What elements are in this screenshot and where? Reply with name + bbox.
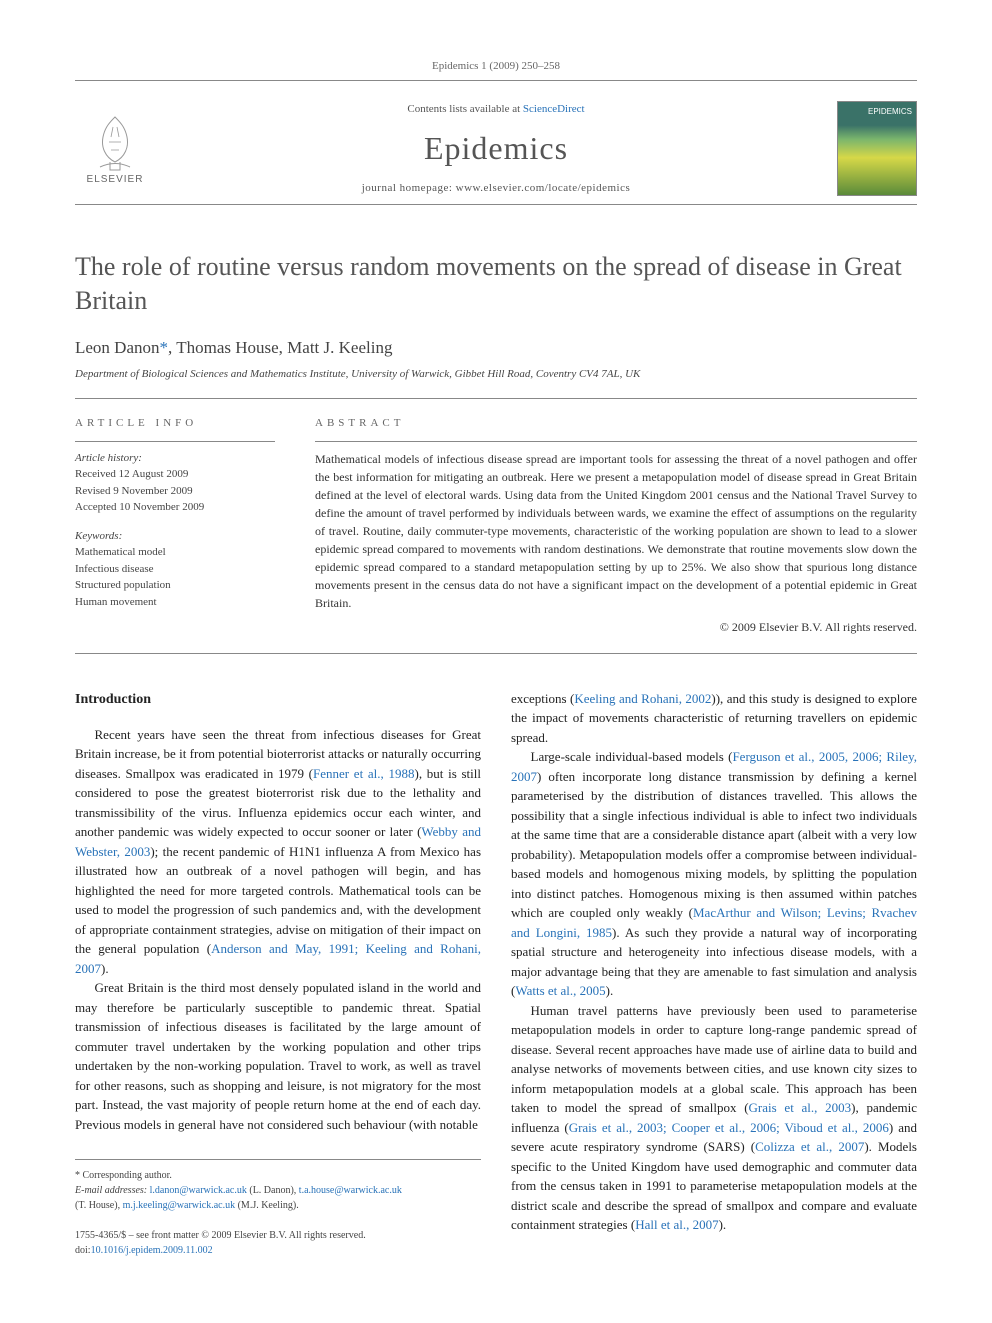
citation-link[interactable]: Fenner et al., 1988 — [313, 766, 415, 781]
contents-line: Contents lists available at ScienceDirec… — [155, 103, 837, 115]
keyword: Human movement — [75, 596, 157, 608]
body-paragraph: Large-scale individual-based models (Fer… — [511, 747, 917, 1001]
journal-homepage: journal homepage: www.elsevier.com/locat… — [155, 182, 837, 194]
text-run: Large-scale individual-based models ( — [531, 749, 733, 764]
affiliation: Department of Biological Sciences and Ma… — [75, 368, 917, 380]
sciencedirect-link[interactable]: ScienceDirect — [523, 103, 585, 115]
journal-name: Epidemics — [155, 130, 837, 167]
publisher-logo: ELSEVIER — [75, 106, 155, 191]
citation-link[interactable]: Keeling and Rohani, 2002 — [574, 691, 711, 706]
after-abstract-rule — [75, 653, 917, 654]
email-line: E-mail addresses: l.danon@warwick.ac.uk … — [75, 1183, 481, 1213]
abstract-rule — [315, 441, 917, 442]
text-run: ) often incorporate long distance transm… — [511, 769, 917, 921]
revised-date: Revised 9 November 2009 — [75, 485, 193, 497]
keyword: Mathematical model — [75, 546, 166, 558]
text-run: (T. House), — [75, 1200, 123, 1211]
body-paragraph: Human travel patterns have previously be… — [511, 1001, 917, 1235]
abstract-column: abstract Mathematical models of infectio… — [315, 417, 917, 635]
keywords-block: Keywords: Mathematical model Infectious … — [75, 528, 275, 611]
article-title: The role of routine versus random moveme… — [75, 250, 917, 318]
contents-prefix: Contents lists available at — [407, 103, 522, 115]
issn-line: 1755-4365/$ – see front matter © 2009 El… — [75, 1228, 481, 1243]
email-link[interactable]: m.j.keeling@warwick.ac.uk — [123, 1200, 236, 1211]
authors-rest: , Thomas House, Matt J. Keeling — [168, 338, 392, 357]
body-paragraph: Recent years have seen the threat from i… — [75, 725, 481, 979]
article-info-label: article info — [75, 417, 275, 429]
email-link[interactable]: t.a.house@warwick.ac.uk — [299, 1185, 402, 1196]
citation-link[interactable]: Hall et al., 2007 — [635, 1217, 718, 1232]
text-run: ). — [606, 983, 614, 998]
keyword: Structured population — [75, 579, 171, 591]
doi-line: doi:10.1016/j.epidem.2009.11.002 — [75, 1243, 481, 1258]
citation-link[interactable]: Colizza et al., 2007 — [755, 1139, 864, 1154]
email-link[interactable]: l.danon@warwick.ac.uk — [150, 1185, 247, 1196]
received-date: Received 12 August 2009 — [75, 468, 188, 480]
corresponding-note: * Corresponding author. — [75, 1168, 481, 1183]
accepted-date: Accepted 10 November 2009 — [75, 501, 204, 513]
abstract-copyright: © 2009 Elsevier B.V. All rights reserved… — [315, 620, 917, 635]
info-abstract-row: article info Article history: Received 1… — [75, 417, 917, 635]
text-run: ); the recent pandemic of H1N1 influenza… — [75, 844, 481, 957]
mid-rule — [75, 398, 917, 399]
text-run: Human travel patterns have previously be… — [511, 1003, 917, 1116]
body-columns: Introduction Recent years have seen the … — [75, 689, 917, 1259]
text-run: exceptions ( — [511, 691, 574, 706]
author-list: Leon Danon*, Thomas House, Matt J. Keeli… — [75, 338, 917, 358]
citation-link[interactable]: Grais et al., 2003; Cooper et al., 2006;… — [569, 1120, 889, 1135]
body-column-right: exceptions (Keeling and Rohani, 2002)), … — [511, 689, 917, 1259]
abstract-label: abstract — [315, 417, 917, 429]
abstract-text: Mathematical models of infectious diseas… — [315, 450, 917, 612]
top-rule — [75, 80, 917, 81]
keyword: Infectious disease — [75, 563, 154, 575]
citation-link[interactable]: Grais et al., 2003 — [749, 1100, 852, 1115]
article-history: Article history: Received 12 August 2009… — [75, 450, 275, 516]
publisher-name: ELSEVIER — [87, 174, 144, 185]
corresponding-star-link[interactable]: * — [160, 338, 169, 357]
text-run: ). — [101, 961, 109, 976]
emails-label: E-mail addresses: — [75, 1185, 147, 1196]
article-info-column: article info Article history: Received 1… — [75, 417, 275, 635]
body-paragraph: Great Britain is the third most densely … — [75, 978, 481, 1134]
footnote-block: * Corresponding author. E-mail addresses… — [75, 1159, 481, 1258]
info-rule — [75, 441, 275, 442]
intro-heading: Introduction — [75, 689, 481, 710]
text-run: (M.J. Keeling). — [235, 1200, 299, 1211]
author-lead: Leon Danon — [75, 338, 160, 357]
page-container: Epidemics 1 (2009) 250–258 ELSEVIER Cont… — [0, 0, 992, 1298]
masthead: ELSEVIER Contents lists available at Sci… — [75, 93, 917, 205]
journal-cover-thumbnail — [837, 101, 917, 196]
text-run: ). — [719, 1217, 727, 1232]
doi-prefix: doi: — [75, 1245, 91, 1256]
text-run: (L. Danon), — [247, 1185, 299, 1196]
history-label: Article history: — [75, 452, 142, 464]
doi-link[interactable]: 10.1016/j.epidem.2009.11.002 — [91, 1245, 213, 1256]
masthead-center: Contents lists available at ScienceDirec… — [155, 103, 837, 194]
citation-link[interactable]: Watts et al., 2005 — [515, 983, 605, 998]
running-header: Epidemics 1 (2009) 250–258 — [75, 60, 917, 72]
body-column-left: Introduction Recent years have seen the … — [75, 689, 481, 1259]
keywords-label: Keywords: — [75, 530, 122, 542]
elsevier-tree-icon — [85, 112, 145, 172]
body-paragraph: exceptions (Keeling and Rohani, 2002)), … — [511, 689, 917, 748]
